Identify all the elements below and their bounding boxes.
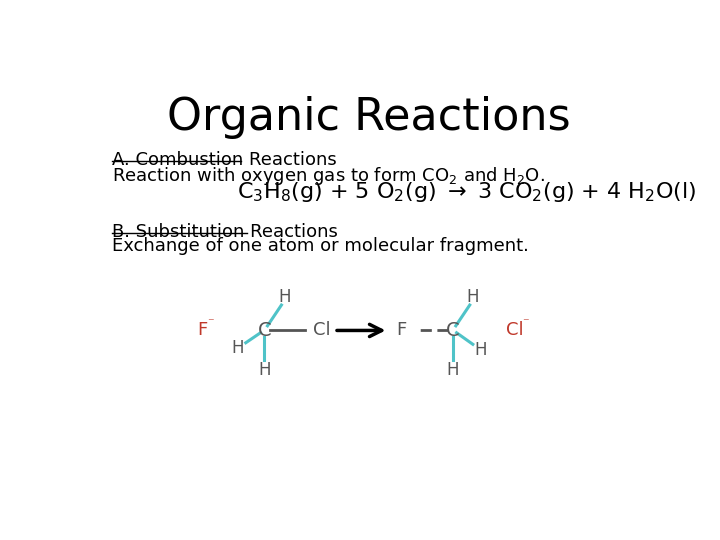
Text: H: H	[467, 288, 479, 306]
Text: F: F	[197, 321, 207, 340]
Text: C: C	[258, 321, 271, 340]
Text: ⁻: ⁻	[207, 316, 215, 329]
Text: B. Substitution Reactions: B. Substitution Reactions	[112, 222, 338, 241]
Text: Reaction with oxygen gas to form CO$_2$ and H$_2$O.: Reaction with oxygen gas to form CO$_2$ …	[112, 165, 544, 187]
Text: H: H	[278, 288, 291, 306]
Text: F: F	[396, 321, 406, 340]
Text: Organic Reactions: Organic Reactions	[167, 96, 571, 139]
Text: A. Combustion Reactions: A. Combustion Reactions	[112, 151, 336, 169]
Text: ⁻: ⁻	[522, 316, 529, 329]
Text: H: H	[474, 341, 487, 360]
Text: H: H	[231, 339, 243, 357]
Text: Cl: Cl	[506, 321, 523, 340]
Text: C: C	[446, 321, 459, 340]
Text: Exchange of one atom or molecular fragment.: Exchange of one atom or molecular fragme…	[112, 237, 528, 254]
Text: H: H	[446, 361, 459, 380]
Text: Cl: Cl	[313, 321, 330, 340]
Text: H: H	[258, 361, 271, 380]
Text: C$_3$H$_8$(g) + 5 O$_2$(g) $\rightarrow$ 3 CO$_2$(g) + 4 H$_2$O(l): C$_3$H$_8$(g) + 5 O$_2$(g) $\rightarrow$…	[238, 180, 697, 204]
